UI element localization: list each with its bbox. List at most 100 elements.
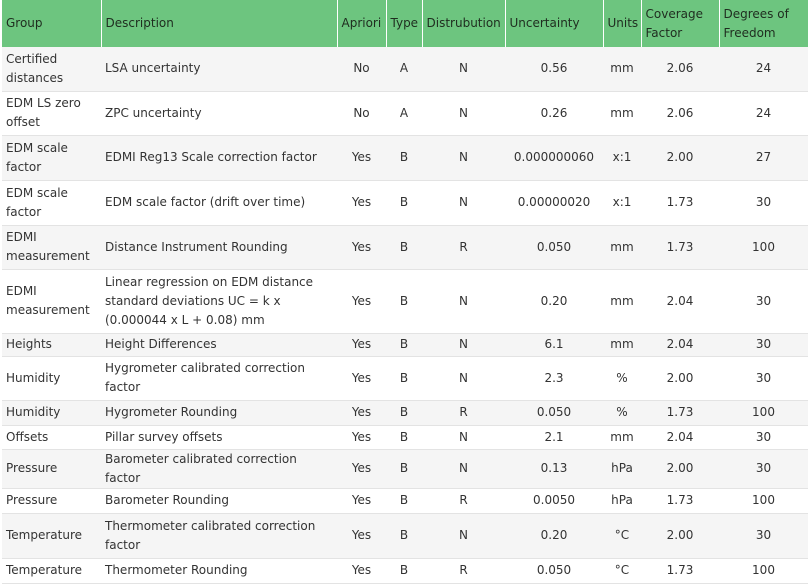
table-row: Pressure Barometer Rounding Yes B R 0.0050 hPa… — [2, 488, 808, 514]
cell-units: mm — [603, 47, 641, 92]
cell-type: B — [386, 425, 422, 450]
cell-description: Pillar survey offsets — [101, 425, 337, 450]
cell-type: B — [386, 135, 422, 181]
table-row: Temperature Thermometer Rounding Yes B R 0.05… — [2, 558, 808, 584]
cell-units: x:1 — [603, 180, 641, 226]
cell-type: B — [386, 269, 422, 334]
cell-apriori: No — [337, 91, 386, 136]
cell-type: B — [386, 333, 422, 357]
cell-units: % — [603, 356, 641, 401]
cell-group: EDM scale factor — [2, 180, 101, 226]
table-row: Temperature Thermometer calibrated correc… — [2, 513, 808, 559]
cell-type: B — [386, 449, 422, 489]
cell-degrees-of-freedom: 100 — [719, 488, 808, 514]
table-row: EDMI measurement Distance Instrument Roun… — [2, 225, 808, 270]
cell-apriori: No — [337, 47, 386, 92]
cell-uncertainty: 0.20 — [505, 269, 603, 334]
header-degrees-of-freedom: Degrees of Freedom — [719, 0, 808, 47]
cell-units: mm — [603, 269, 641, 334]
header-distribution: Distrubution — [422, 0, 506, 47]
cell-description: EDMI Reg13 Scale correction factor — [101, 135, 337, 181]
cell-uncertainty: 0.000000060 — [505, 135, 603, 181]
table-row: Humidity Hygrometer calibrated correction… — [2, 356, 808, 401]
cell-group: Temperature — [2, 558, 101, 584]
cell-group: Certified distances — [2, 47, 101, 92]
cell-description: Thermometer calibrated correction factor — [101, 513, 337, 559]
cell-coverage-factor: 2.04 — [641, 269, 719, 334]
cell-description: Height Differences — [101, 333, 337, 357]
cell-uncertainty: 0.050 — [505, 400, 603, 426]
header-type: Type — [386, 0, 423, 47]
cell-apriori: Yes — [337, 513, 386, 559]
header-group: Group — [2, 0, 102, 47]
cell-distribution: R — [422, 400, 505, 426]
cell-description: Barometer calibrated correction factor — [101, 449, 337, 489]
header-description: Description — [101, 0, 338, 47]
cell-coverage-factor: 2.06 — [641, 47, 719, 92]
cell-units: hPa — [603, 488, 641, 514]
cell-group: Humidity — [2, 356, 101, 401]
table-row: Heights Height Differences Yes B N 6.1 mm 2.04 3… — [2, 333, 808, 357]
table-header: Group Description Apriori Type Distrubut… — [2, 0, 808, 47]
cell-units: mm — [603, 225, 641, 270]
cell-description: Hygrometer Rounding — [101, 400, 337, 426]
cell-coverage-factor: 2.00 — [641, 513, 719, 559]
cell-uncertainty: 0.56 — [505, 47, 603, 92]
cell-apriori: Yes — [337, 400, 386, 426]
cell-degrees-of-freedom: 30 — [719, 425, 808, 450]
cell-distribution: R — [422, 558, 505, 584]
cell-units: mm — [603, 333, 641, 357]
cell-uncertainty: 6.1 — [505, 333, 603, 357]
cell-uncertainty: 0.20 — [505, 513, 603, 559]
cell-units: % — [603, 400, 641, 426]
cell-group: EDMI measurement — [2, 269, 101, 334]
cell-degrees-of-freedom: 30 — [719, 449, 808, 489]
cell-distribution: N — [422, 333, 505, 357]
cell-coverage-factor: 1.73 — [641, 558, 719, 584]
cell-group: Humidity — [2, 400, 101, 426]
cell-type: B — [386, 180, 422, 226]
cell-apriori: Yes — [337, 425, 386, 450]
cell-uncertainty: 2.1 — [505, 425, 603, 450]
cell-apriori: Yes — [337, 269, 386, 334]
cell-description: Barometer Rounding — [101, 488, 337, 514]
cell-uncertainty: 0.050 — [505, 558, 603, 584]
cell-type: B — [386, 558, 422, 584]
table-body: Certified distances LSA uncertainty No A N 0.… — [2, 47, 808, 584]
cell-group: Pressure — [2, 449, 101, 489]
cell-group: Pressure — [2, 488, 101, 514]
table-row: Offsets Pillar survey offsets Yes B N 2.1 mm 2.… — [2, 425, 808, 450]
cell-distribution: N — [422, 449, 505, 489]
cell-degrees-of-freedom: 100 — [719, 225, 808, 270]
cell-group: EDMI measurement — [2, 225, 101, 270]
cell-units: mm — [603, 425, 641, 450]
cell-coverage-factor: 2.04 — [641, 425, 719, 450]
cell-coverage-factor: 1.73 — [641, 180, 719, 226]
cell-description: EDM scale factor (drift over time) — [101, 180, 337, 226]
cell-apriori: Yes — [337, 135, 386, 181]
table-row: Pressure Barometer calibrated correction … — [2, 449, 808, 489]
cell-distribution: N — [422, 180, 505, 226]
cell-distribution: N — [422, 269, 505, 334]
cell-distribution: R — [422, 225, 505, 270]
cell-degrees-of-freedom: 30 — [719, 513, 808, 559]
cell-uncertainty: 2.3 — [505, 356, 603, 401]
cell-type: B — [386, 225, 422, 270]
cell-apriori: Yes — [337, 449, 386, 489]
header-coverage-factor: Coverage Factor — [641, 0, 720, 47]
cell-units: mm — [603, 91, 641, 136]
cell-group: Temperature — [2, 513, 101, 559]
cell-coverage-factor: 2.00 — [641, 449, 719, 489]
cell-description: Thermometer Rounding — [101, 558, 337, 584]
cell-type: A — [386, 47, 422, 92]
cell-distribution: N — [422, 47, 505, 92]
table-row: Humidity Hygrometer Rounding Yes B R 0.050% 1.… — [2, 400, 808, 426]
cell-coverage-factor: 2.04 — [641, 333, 719, 357]
cell-uncertainty: 0.0050 — [505, 488, 603, 514]
cell-description: LSA uncertainty — [101, 47, 337, 92]
cell-distribution: N — [422, 91, 505, 136]
cell-degrees-of-freedom: 30 — [719, 356, 808, 401]
cell-units: x:1 — [603, 135, 641, 181]
